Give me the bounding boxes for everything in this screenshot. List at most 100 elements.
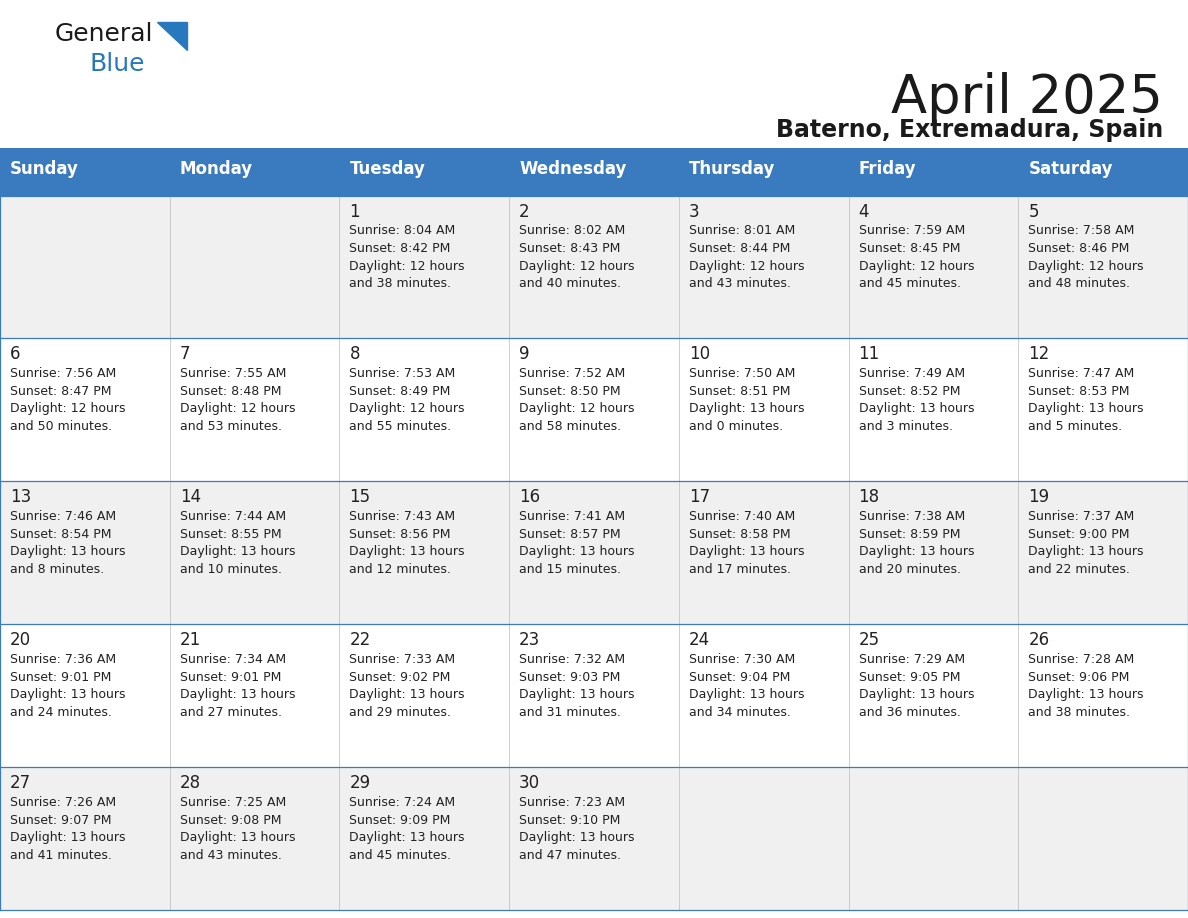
Bar <box>170 153 340 196</box>
Text: 2: 2 <box>519 203 530 220</box>
Text: and 47 minutes.: and 47 minutes. <box>519 848 621 862</box>
Text: Sunset: 8:44 PM: Sunset: 8:44 PM <box>689 242 790 255</box>
Text: 26: 26 <box>1029 632 1049 649</box>
Bar <box>340 196 510 339</box>
Text: Sunset: 9:01 PM: Sunset: 9:01 PM <box>179 671 282 684</box>
Bar <box>510 767 678 910</box>
Text: Sunset: 8:42 PM: Sunset: 8:42 PM <box>349 242 450 255</box>
Text: Daylight: 13 hours: Daylight: 13 hours <box>519 545 634 558</box>
Text: Sunset: 8:56 PM: Sunset: 8:56 PM <box>349 528 451 541</box>
Bar <box>1018 481 1188 624</box>
Bar <box>340 339 510 481</box>
Bar <box>1018 153 1188 196</box>
Text: and 36 minutes.: and 36 minutes. <box>859 706 960 719</box>
Text: Sunrise: 7:24 AM: Sunrise: 7:24 AM <box>349 796 455 809</box>
Text: and 27 minutes.: and 27 minutes. <box>179 706 282 719</box>
Bar <box>0 339 170 481</box>
Text: Sunrise: 7:58 AM: Sunrise: 7:58 AM <box>1029 225 1135 238</box>
Text: Daylight: 12 hours: Daylight: 12 hours <box>179 402 295 416</box>
Text: Sunrise: 8:04 AM: Sunrise: 8:04 AM <box>349 225 456 238</box>
Text: Daylight: 13 hours: Daylight: 13 hours <box>179 688 295 701</box>
Text: and 10 minutes.: and 10 minutes. <box>179 563 282 576</box>
Text: Daylight: 12 hours: Daylight: 12 hours <box>859 260 974 273</box>
Text: 11: 11 <box>859 345 880 364</box>
Bar <box>0 196 170 339</box>
Bar <box>848 196 1018 339</box>
Text: Sunrise: 7:23 AM: Sunrise: 7:23 AM <box>519 796 625 809</box>
Text: and 15 minutes.: and 15 minutes. <box>519 563 621 576</box>
Bar <box>170 767 340 910</box>
Text: Wednesday: Wednesday <box>519 160 626 177</box>
Text: 28: 28 <box>179 774 201 792</box>
Text: Daylight: 13 hours: Daylight: 13 hours <box>519 688 634 701</box>
Text: and 31 minutes.: and 31 minutes. <box>519 706 621 719</box>
Bar <box>0 153 170 196</box>
Text: 12: 12 <box>1029 345 1049 364</box>
Text: 4: 4 <box>859 203 870 220</box>
Text: Tuesday: Tuesday <box>349 160 425 177</box>
Text: Daylight: 13 hours: Daylight: 13 hours <box>689 545 804 558</box>
Text: Daylight: 12 hours: Daylight: 12 hours <box>689 260 804 273</box>
Text: Daylight: 12 hours: Daylight: 12 hours <box>10 402 126 416</box>
Text: Sunset: 9:01 PM: Sunset: 9:01 PM <box>10 671 112 684</box>
Bar <box>678 767 848 910</box>
Text: Sunset: 8:45 PM: Sunset: 8:45 PM <box>859 242 960 255</box>
Text: and 24 minutes.: and 24 minutes. <box>10 706 112 719</box>
Text: 29: 29 <box>349 774 371 792</box>
Bar <box>0 148 1188 153</box>
Text: Sunrise: 7:59 AM: Sunrise: 7:59 AM <box>859 225 965 238</box>
Text: Saturday: Saturday <box>1029 160 1113 177</box>
Text: Sunset: 8:52 PM: Sunset: 8:52 PM <box>859 385 960 397</box>
Text: Thursday: Thursday <box>689 160 776 177</box>
Text: Sunrise: 7:36 AM: Sunrise: 7:36 AM <box>10 654 116 666</box>
Text: 19: 19 <box>1029 488 1049 507</box>
Text: and 55 minutes.: and 55 minutes. <box>349 420 451 433</box>
Text: Daylight: 13 hours: Daylight: 13 hours <box>179 545 295 558</box>
Text: and 50 minutes.: and 50 minutes. <box>10 420 112 433</box>
Text: Sunrise: 8:02 AM: Sunrise: 8:02 AM <box>519 225 625 238</box>
Bar <box>848 481 1018 624</box>
Bar <box>510 196 678 339</box>
Text: 18: 18 <box>859 488 879 507</box>
Text: 9: 9 <box>519 345 530 364</box>
Text: Daylight: 13 hours: Daylight: 13 hours <box>10 688 126 701</box>
Text: Daylight: 13 hours: Daylight: 13 hours <box>859 688 974 701</box>
Text: Daylight: 13 hours: Daylight: 13 hours <box>859 545 974 558</box>
Bar <box>678 481 848 624</box>
Text: and 43 minutes.: and 43 minutes. <box>689 277 791 290</box>
Text: Daylight: 13 hours: Daylight: 13 hours <box>1029 402 1144 416</box>
Bar <box>510 624 678 767</box>
Text: and 29 minutes.: and 29 minutes. <box>349 706 451 719</box>
Text: 21: 21 <box>179 632 201 649</box>
Text: Sunset: 9:04 PM: Sunset: 9:04 PM <box>689 671 790 684</box>
Text: and 34 minutes.: and 34 minutes. <box>689 706 791 719</box>
Text: Sunrise: 7:34 AM: Sunrise: 7:34 AM <box>179 654 286 666</box>
Text: Blue: Blue <box>90 52 145 76</box>
Text: and 45 minutes.: and 45 minutes. <box>859 277 961 290</box>
Text: and 43 minutes.: and 43 minutes. <box>179 848 282 862</box>
Text: and 3 minutes.: and 3 minutes. <box>859 420 953 433</box>
Text: Sunset: 9:07 PM: Sunset: 9:07 PM <box>10 813 112 826</box>
Text: Daylight: 13 hours: Daylight: 13 hours <box>10 831 126 844</box>
Text: Sunrise: 7:49 AM: Sunrise: 7:49 AM <box>859 367 965 380</box>
Text: 7: 7 <box>179 345 190 364</box>
Bar <box>848 339 1018 481</box>
Text: 17: 17 <box>689 488 710 507</box>
Text: Baterno, Extremadura, Spain: Baterno, Extremadura, Spain <box>776 118 1163 142</box>
Text: Sunset: 9:00 PM: Sunset: 9:00 PM <box>1029 528 1130 541</box>
Text: Sunrise: 7:40 AM: Sunrise: 7:40 AM <box>689 510 795 523</box>
Bar <box>340 624 510 767</box>
Bar <box>678 153 848 196</box>
Bar <box>510 339 678 481</box>
Text: 1: 1 <box>349 203 360 220</box>
Bar <box>170 339 340 481</box>
Text: Sunrise: 7:56 AM: Sunrise: 7:56 AM <box>10 367 116 380</box>
Text: and 41 minutes.: and 41 minutes. <box>10 848 112 862</box>
Text: Sunset: 9:06 PM: Sunset: 9:06 PM <box>1029 671 1130 684</box>
Text: Sunset: 8:54 PM: Sunset: 8:54 PM <box>10 528 112 541</box>
Text: 14: 14 <box>179 488 201 507</box>
Text: Daylight: 13 hours: Daylight: 13 hours <box>1029 545 1144 558</box>
Text: Sunrise: 7:44 AM: Sunrise: 7:44 AM <box>179 510 286 523</box>
Text: 3: 3 <box>689 203 700 220</box>
Text: Sunset: 8:51 PM: Sunset: 8:51 PM <box>689 385 790 397</box>
